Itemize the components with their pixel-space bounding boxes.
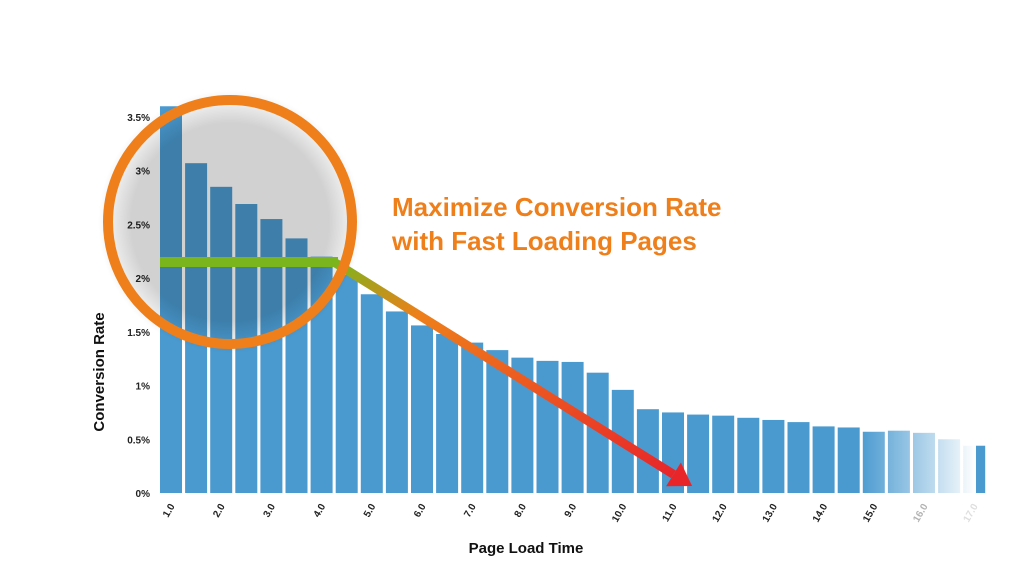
bar: [385, 311, 408, 493]
bar: [536, 360, 559, 493]
y-tick-label: 3.5%: [127, 113, 150, 124]
bar: [837, 427, 860, 493]
bar: [511, 357, 534, 493]
x-tick-label: 3.0: [262, 502, 279, 520]
bar: [486, 350, 509, 493]
fade-overlay: [860, 90, 976, 510]
headline-line-2: with Fast Loading Pages: [391, 226, 697, 256]
bar: [762, 419, 785, 493]
highlight-circle: [103, 95, 357, 349]
bar: [436, 334, 459, 493]
trend-arrow-head: [666, 462, 693, 487]
bar: [335, 274, 358, 493]
x-tick-label: 10.0: [610, 502, 629, 525]
bar: [561, 361, 584, 493]
x-tick-label: 4.0: [312, 502, 329, 520]
bar: [586, 372, 609, 493]
bar: [787, 422, 810, 493]
x-tick-label: 5.0: [362, 502, 379, 520]
x-tick-label: 11.0: [661, 502, 680, 524]
bar: [712, 415, 735, 493]
x-tick-label: 13.0: [761, 502, 780, 525]
y-axis-title: Conversion Rate: [91, 312, 108, 431]
x-axis-title: Page Load Time: [469, 540, 584, 557]
trend-arrow-shaft: [331, 258, 676, 479]
lens-shadow: [98, 90, 362, 354]
x-tick-label: 14.0: [811, 502, 830, 525]
x-tick-label: 9.0: [563, 502, 580, 520]
bar: [812, 426, 835, 493]
y-tick-label: 1%: [136, 382, 151, 393]
headline-line-1: Maximize Conversion Rate: [392, 192, 721, 222]
bar: [687, 414, 710, 493]
y-tick-label: 1.5%: [127, 328, 150, 339]
y-tick-label: 0%: [136, 489, 151, 500]
x-tick-label: 6.0: [412, 502, 429, 520]
x-tick-label: 1.0: [161, 502, 178, 520]
x-tick-label: 7.0: [462, 502, 479, 520]
x-tick-label: 12.0: [711, 502, 730, 525]
bar: [461, 342, 484, 493]
bar: [411, 325, 433, 493]
x-tick-label: 8.0: [513, 502, 530, 520]
x-tick-label: 2.0: [211, 502, 228, 520]
bar: [360, 294, 383, 493]
y-tick-label: 0.5%: [127, 435, 150, 446]
bar: [737, 417, 760, 493]
x-axis-ticks: 1.0 2.0 3.0 4.0 5.0 6.0 7.0 8.0 9.0 10.0 11.0 12.0 1…: [161, 502, 981, 525]
highlight-annotation: [98, 90, 693, 487]
bar: [636, 409, 659, 493]
